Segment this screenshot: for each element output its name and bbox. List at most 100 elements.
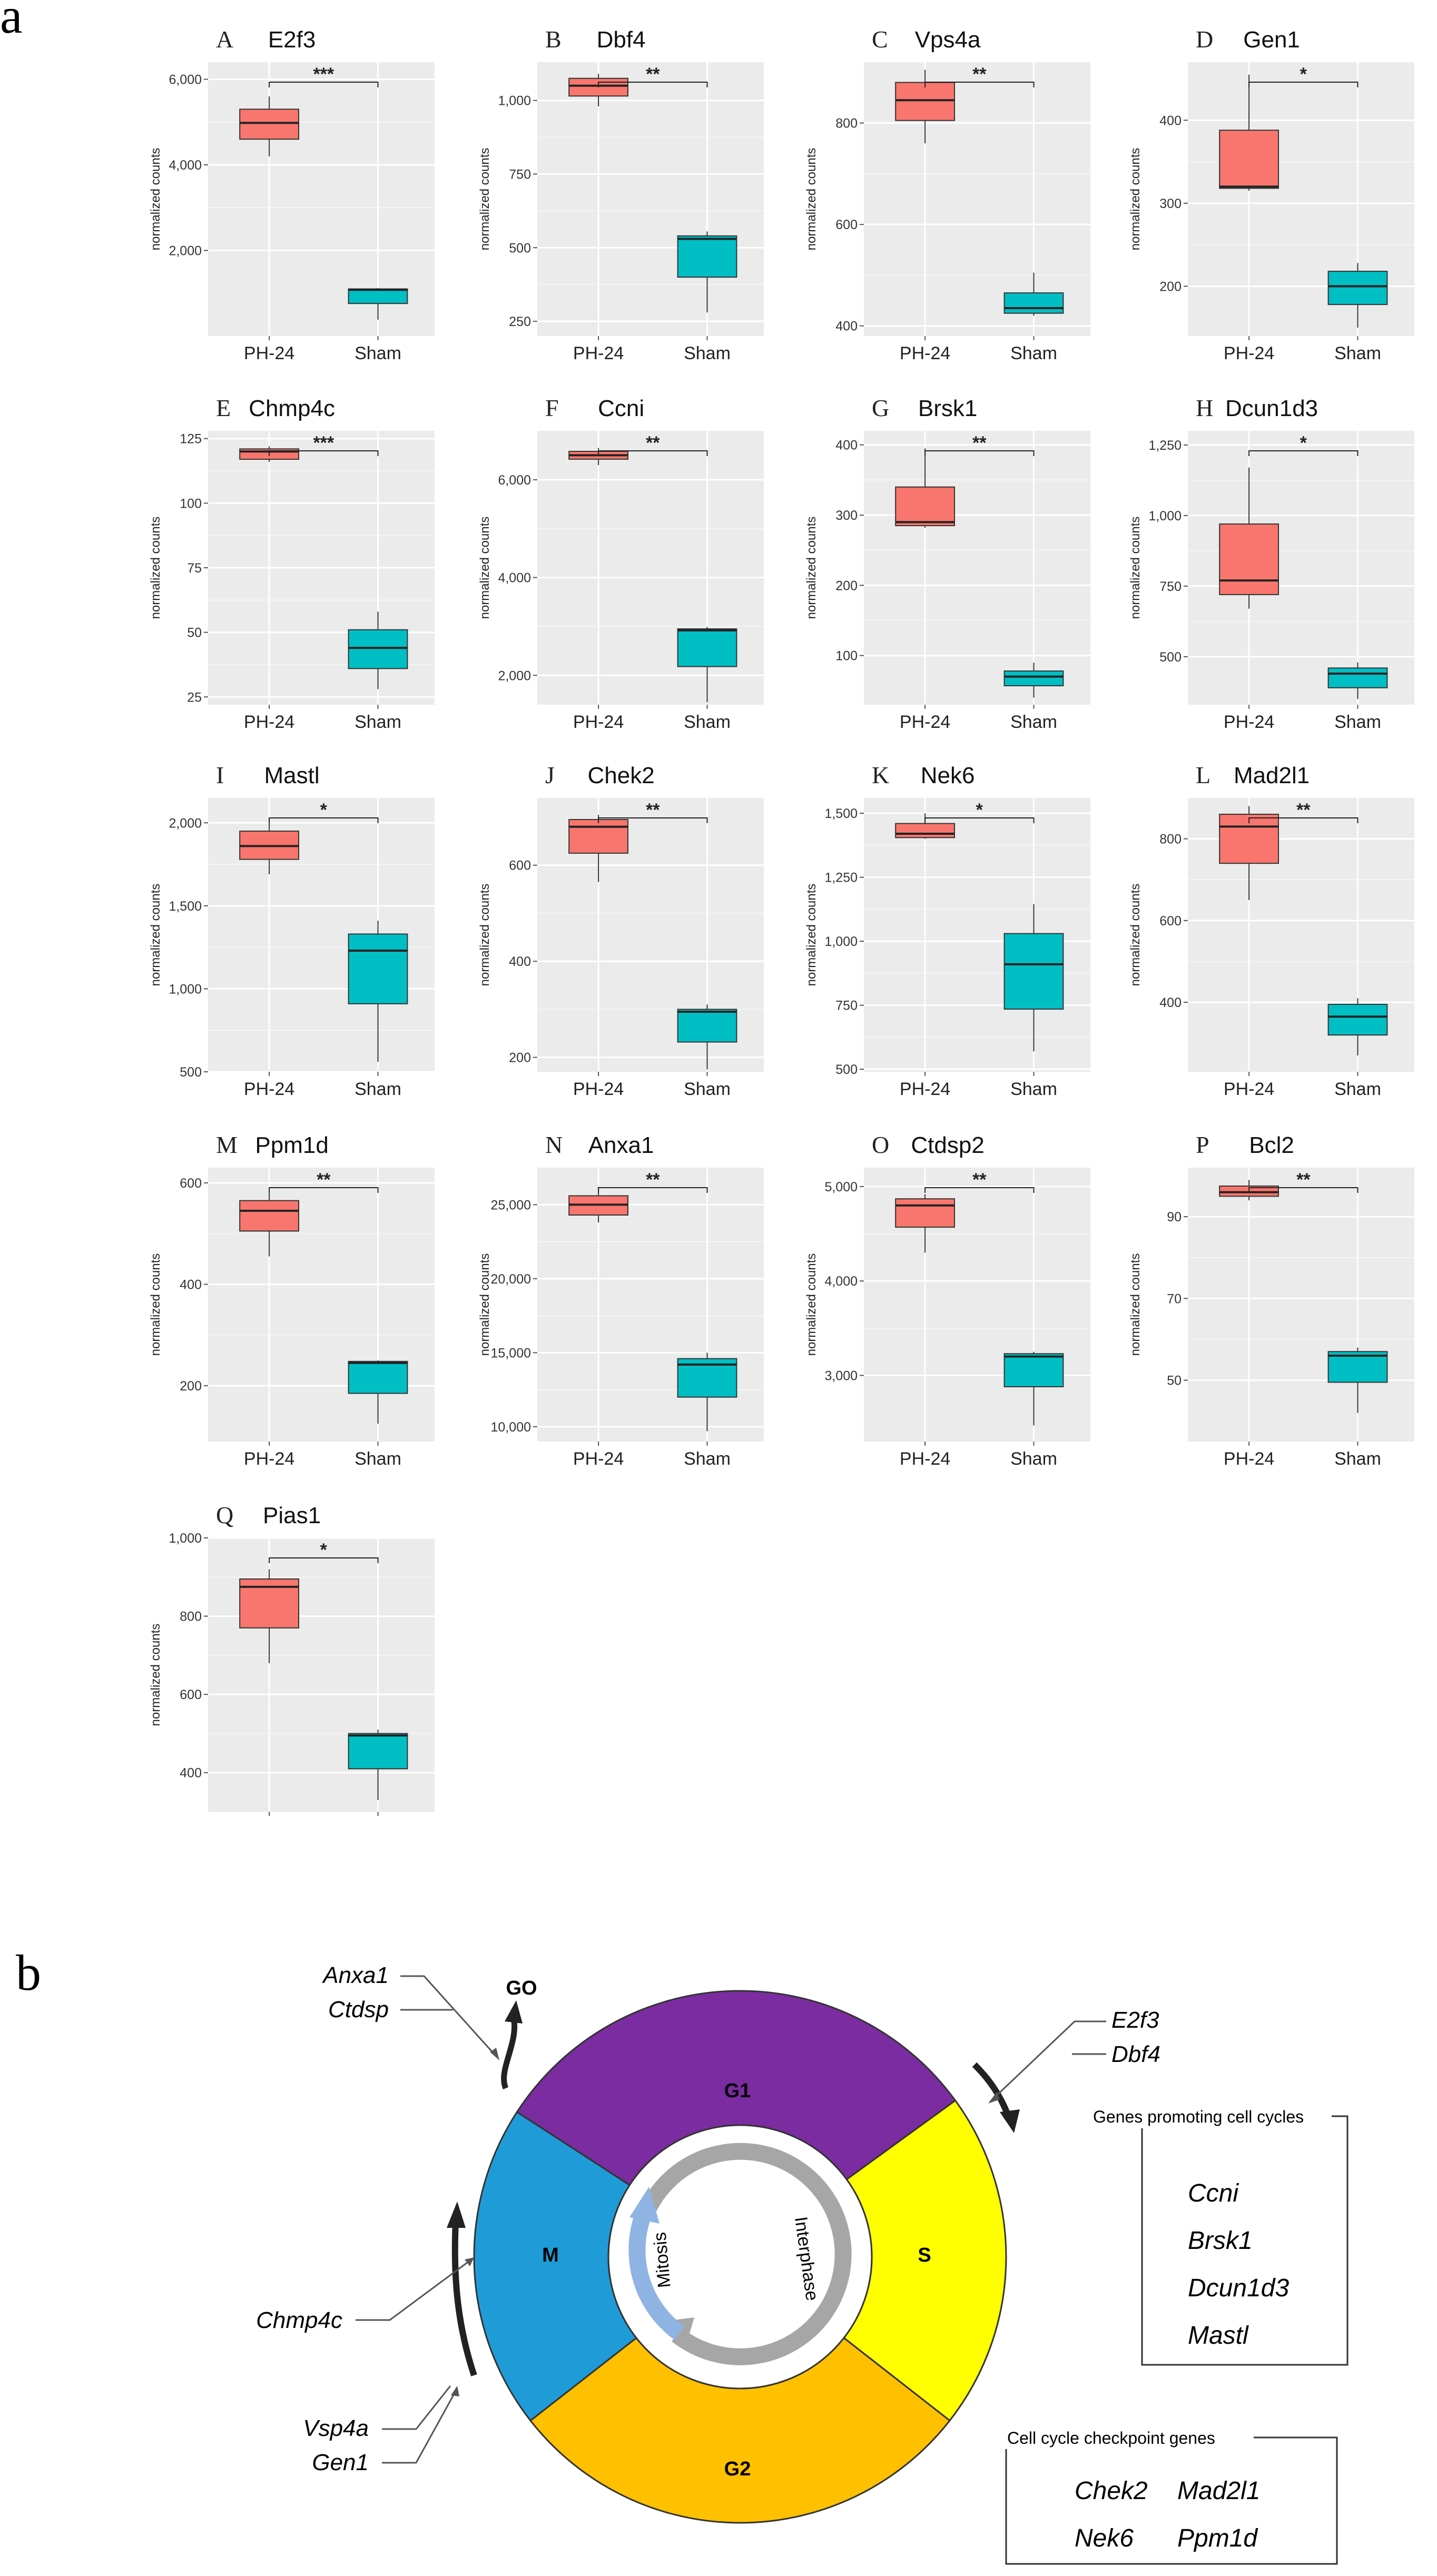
y-axis-label: normalized counts — [804, 884, 819, 986]
y-axis-label: normalized counts — [1128, 1254, 1143, 1356]
box-sham — [1003, 292, 1064, 314]
y-tick-label: 50 — [187, 626, 202, 640]
panel-letter: C — [872, 26, 888, 53]
y-tick-label: 400 — [1159, 113, 1182, 128]
x-tick-label: Sham — [1334, 1449, 1381, 1469]
y-tick-label: 4,000 — [498, 571, 531, 586]
box-ph24 — [895, 823, 955, 838]
y-axis-label: normalized counts — [804, 148, 819, 251]
x-tick-label: Sham — [1010, 712, 1057, 732]
y-tick-label: 75 — [187, 561, 202, 576]
anxa1-pointer-head-icon — [490, 2048, 499, 2060]
chart-title: Dbf4 — [597, 27, 646, 53]
y-axis-label: normalized counts — [149, 517, 163, 619]
y-tick-label: 300 — [835, 508, 858, 523]
x-tick-label: Sham — [355, 712, 401, 732]
y-axis-label: normalized counts — [478, 1254, 492, 1356]
x-tick-label: Sham — [1010, 343, 1057, 363]
y-axis-label: normalized counts — [149, 148, 163, 251]
x-tick-label: Sham — [1334, 1079, 1381, 1099]
g2-m-arrow — [451, 2222, 477, 2376]
y-tick-label: 600 — [835, 218, 858, 232]
panel-letter: K — [872, 762, 889, 788]
panel-letter: A — [216, 26, 233, 53]
y-tick-label: 1,500 — [824, 806, 858, 821]
chart-title: Brsk1 — [918, 396, 977, 421]
y-tick-label: 200 — [180, 1379, 202, 1394]
boxplot-pias1: 400 600 800 1,000 * Q Pias1 normalized counts — [149, 1502, 435, 1816]
boxplot-mastl: 500 1,000 1,500 2,000 PH-24 Sham * I Mastl normal… — [149, 762, 435, 1099]
y-tick-label: 90 — [1167, 1210, 1182, 1225]
y-tick-label: 6,000 — [498, 473, 531, 488]
box-sham — [1327, 1003, 1388, 1036]
box-ph24 — [895, 82, 955, 121]
y-tick-label: 400 — [1159, 995, 1182, 1010]
chart-title: Pias1 — [263, 1503, 321, 1528]
checkpoint-genes-title-bg — [1003, 2426, 1254, 2449]
y-tick-label: 1,250 — [824, 871, 858, 885]
promoting-gene-1: Ccni — [1188, 2179, 1239, 2207]
y-tick-label: 600 — [180, 1176, 202, 1191]
panel-letter: D — [1196, 26, 1213, 53]
x-tick-label: PH-24 — [1224, 343, 1274, 363]
chart-title: Anxa1 — [588, 1132, 654, 1158]
box-sham — [1003, 670, 1064, 686]
y-tick-label: 750 — [1159, 579, 1182, 594]
y-tick-label: 500 — [509, 241, 531, 255]
significance-bracket — [269, 1557, 379, 1563]
y-tick-label: 200 — [1159, 279, 1182, 294]
panel-letter: P — [1196, 1131, 1209, 1158]
significance-bracket — [598, 450, 708, 456]
panel-letter: M — [216, 1131, 238, 1158]
significance-stars: * — [1300, 64, 1307, 84]
interphase-arrow — [640, 2143, 852, 2365]
y-axis-label: normalized counts — [804, 517, 819, 619]
gene-label-gen1: Gen1 — [312, 2450, 369, 2475]
box-sham — [348, 629, 408, 669]
panel-letter: E — [216, 394, 231, 421]
mitosis-label: Mitosis — [650, 2232, 675, 2289]
plot-background — [864, 431, 1090, 705]
significance-stars: ** — [1296, 800, 1311, 820]
x-tick-label: PH-24 — [573, 712, 624, 732]
panel-letter: G — [872, 394, 889, 421]
chart-title: Ppm1d — [255, 1132, 328, 1158]
y-axis-label: normalized counts — [804, 1254, 819, 1356]
y-axis-label: normalized counts — [1128, 148, 1143, 251]
boxplot-bcl2: 50 70 90 PH-24 Sham ** P Bcl2 normalized counts — [1128, 1131, 1414, 1469]
y-tick-label: 2,000 — [169, 816, 202, 831]
significance-bracket — [598, 1187, 708, 1193]
x-tick-label: PH-24 — [1224, 1449, 1274, 1469]
x-tick-label: PH-24 — [900, 343, 950, 363]
plot-background — [1188, 1168, 1414, 1442]
significance-bracket — [1248, 82, 1359, 87]
box-sham — [1327, 667, 1388, 688]
promoting-genes-title-bg — [1089, 2105, 1332, 2128]
significance-stars: ** — [972, 433, 987, 453]
boxplot-ccni: 2,000 4,000 6,000 PH-24 Sham ** F Ccni normalize… — [478, 394, 764, 732]
g0-exit-arrow — [501, 2016, 517, 2090]
box-ph24 — [895, 1198, 955, 1228]
y-tick-label: 1,000 — [169, 982, 202, 996]
checkpoint-genes-title: Cell cycle checkpoint genes — [1007, 2429, 1215, 2447]
significance-stars: *** — [313, 433, 334, 453]
boxplot-mad2l1: 400 600 800 PH-24 Sham ** L Mad2l1 normalized co… — [1128, 762, 1414, 1099]
boxplot-nek6: 500 750 1,000 1,250 1,500 PH-24 Sham * K Nek6 norm… — [804, 762, 1090, 1099]
panel-letter: F — [545, 394, 559, 421]
significance-stars: *** — [313, 64, 334, 84]
boxplot-dbf4: 250 500 750 1,000 PH-24 Sham ** B Dbf4 normalized… — [478, 26, 764, 363]
gene-label-e2f3: E2f3 — [1111, 2007, 1159, 2033]
y-tick-label: 2,000 — [498, 668, 531, 683]
chart-title: Gen1 — [1243, 27, 1300, 53]
promoting-genes-title: Genes promoting cell cycles — [1093, 2107, 1304, 2126]
y-tick-label: 1,250 — [1148, 438, 1182, 453]
x-tick-label: PH-24 — [1224, 712, 1274, 732]
gene-label-vsp4a: Vsp4a — [303, 2415, 369, 2441]
gen1-pointer-head-icon — [451, 2386, 459, 2396]
panel-letter: Q — [216, 1502, 233, 1528]
y-tick-label: 400 — [180, 1766, 202, 1781]
box-ph24 — [568, 77, 628, 97]
y-tick-label: 500 — [180, 1065, 202, 1080]
box-ph24 — [568, 819, 628, 854]
y-tick-label: 3,000 — [824, 1368, 858, 1383]
